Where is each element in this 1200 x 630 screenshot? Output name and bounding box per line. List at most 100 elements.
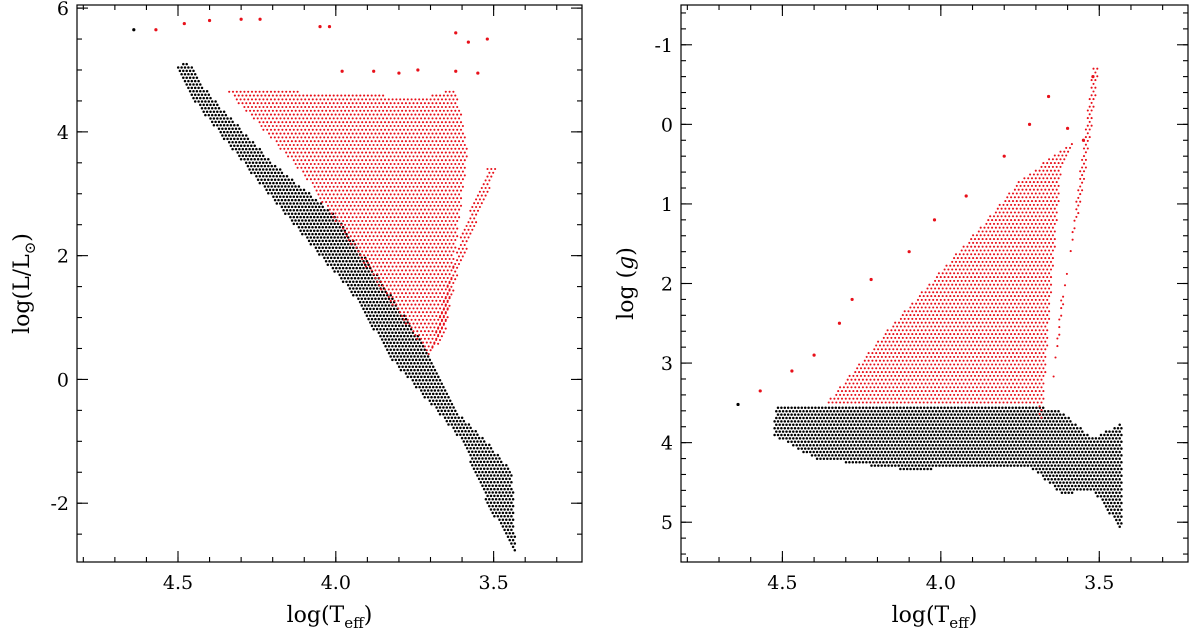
scatter-point (463, 143, 466, 147)
scatter-point (336, 117, 339, 120)
scatter-point (397, 231, 400, 234)
scatter-point (350, 270, 353, 273)
scatter-point (943, 420, 946, 423)
scatter-point (836, 423, 839, 427)
scatter-point (433, 333, 436, 337)
scatter-point (297, 205, 301, 209)
scatter-point (948, 409, 951, 413)
scatter-point (420, 307, 423, 310)
scatter-point (999, 443, 1002, 447)
scatter-point (330, 128, 333, 131)
scatter-point (399, 235, 402, 238)
scatter-point (1047, 423, 1050, 427)
scatter-point (402, 219, 406, 223)
scatter-point (994, 447, 997, 450)
scatter-point (316, 215, 319, 219)
scatter-point (446, 238, 449, 242)
scatter-point (839, 409, 843, 413)
scatter-point (402, 159, 406, 162)
scatter-point (408, 200, 411, 204)
scatter-point (423, 276, 426, 280)
scatter-point (321, 155, 324, 158)
scatter-point (431, 346, 434, 349)
scatter-point (444, 98, 447, 101)
scatter-point (355, 147, 358, 150)
scatter-point (364, 181, 368, 185)
scatter-point (834, 413, 838, 416)
scatter-point (394, 331, 398, 334)
scatter-point (962, 423, 965, 427)
scatter-point (883, 450, 887, 454)
scatter-point (251, 154, 255, 158)
scatter-point (207, 18, 212, 23)
scatter-point (962, 437, 965, 440)
scatter-point (1031, 433, 1035, 437)
scatter-point (264, 109, 267, 112)
scatter-point (416, 341, 420, 345)
scatter-point (425, 98, 428, 101)
scatter-point (347, 178, 350, 181)
scatter-point (367, 263, 370, 266)
scatter-point (409, 341, 413, 345)
scatter-point (461, 132, 464, 135)
scatter-point (265, 175, 268, 178)
scatter-point (963, 413, 967, 416)
scatter-point (454, 200, 457, 204)
scatter-point (960, 433, 963, 437)
scatter-point (450, 285, 453, 288)
scatter-point (182, 76, 185, 79)
scatter-point (776, 433, 780, 437)
scatter-point (454, 231, 457, 234)
scatter-point (366, 155, 369, 158)
scatter-point (416, 216, 419, 219)
scatter-point (243, 137, 246, 141)
scatter-point (316, 209, 319, 212)
scatter-point (380, 227, 383, 230)
scatter-point (414, 372, 418, 375)
scatter-point (1001, 426, 1004, 430)
scatter-point (802, 409, 805, 413)
scatter-point (1036, 430, 1040, 433)
scatter-point (456, 227, 459, 230)
scatter-point (851, 426, 855, 430)
scatter-point (963, 447, 967, 450)
scatter-point (797, 426, 800, 430)
scatter-point (963, 426, 967, 430)
scatter-point (941, 450, 945, 454)
scatter-point (376, 159, 379, 162)
scatter-point (408, 358, 411, 362)
scatter-point (307, 105, 311, 109)
scatter-point (430, 396, 433, 399)
scatter-point (195, 90, 199, 93)
scatter-point (508, 532, 511, 535)
scatter-point (442, 292, 445, 295)
scatter-point (406, 273, 409, 276)
scatter-point (462, 440, 466, 443)
scatter-point (281, 136, 284, 139)
scatter-point (856, 430, 860, 433)
scatter-point (456, 181, 459, 185)
scatter-point (336, 222, 340, 226)
scatter-point (1018, 406, 1021, 410)
scatter-point (812, 450, 815, 454)
scatter-point (849, 443, 853, 447)
scatter-point (326, 189, 330, 192)
scatter-point (352, 253, 355, 256)
scatter-point (370, 147, 373, 150)
scatter-point (792, 409, 795, 413)
scatter-point (402, 257, 406, 261)
scatter-point (439, 254, 442, 257)
scatter-point (342, 181, 345, 185)
scatter-point (438, 392, 442, 396)
scatter-point (461, 185, 464, 188)
scatter-point (341, 266, 345, 270)
scatter-point (326, 256, 330, 260)
scatter-point (387, 257, 390, 261)
scatter-point (950, 447, 953, 450)
scatter-point (238, 127, 241, 130)
scatter-point (336, 263, 340, 266)
scatter-point (803, 413, 807, 416)
scatter-point (972, 437, 975, 440)
scatter-point (374, 297, 377, 300)
scatter-point (476, 209, 480, 212)
